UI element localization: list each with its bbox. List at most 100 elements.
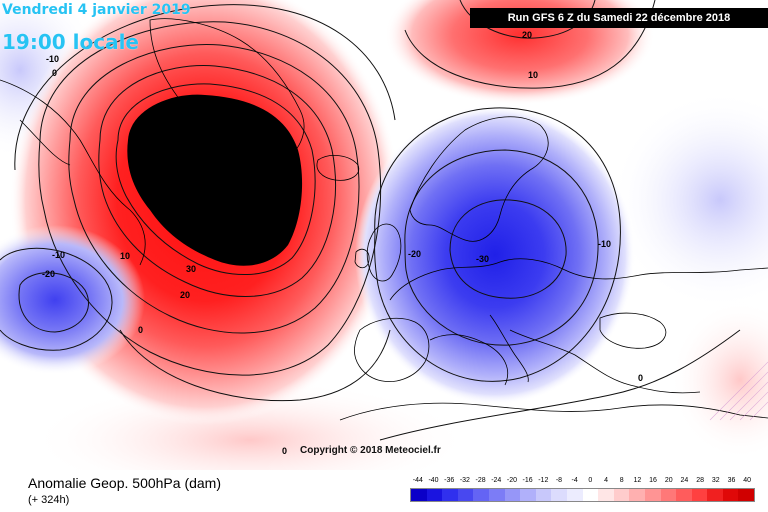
- coast-iberia: [354, 317, 430, 382]
- hatched-region: [709, 361, 768, 421]
- color-scale-labels: -44 -40 -36 -32 -28 -24 -20 -16 -12 -8 -4 0 4 8 12 16 20…: [410, 477, 755, 489]
- coast-black-sea: [599, 312, 667, 349]
- coast-scandinavia: [409, 116, 549, 242]
- legend-swatch: [442, 489, 458, 501]
- label-minus-30-europe: -30: [476, 254, 489, 264]
- contour-value-labels: 40 30 20 10 0 -10 -20 -10 0 20 10 -20 -3…: [42, 30, 643, 456]
- pale-red-southeast: [670, 300, 768, 460]
- label-minus-10-nw: -10: [46, 54, 59, 64]
- legend-swatch: [488, 489, 505, 501]
- contour-eu-minus-10: [374, 107, 621, 382]
- legend-swatch: [457, 489, 474, 501]
- legend-swatch: [520, 489, 536, 501]
- color-scale-bar: [410, 488, 755, 502]
- legend-scale-label: 16: [649, 477, 657, 484]
- legend-scale-label: 0: [588, 477, 593, 484]
- label-plus-20-north: 20: [522, 30, 532, 40]
- legend-swatch: [629, 489, 645, 501]
- legend-scale-label: -36: [444, 477, 455, 484]
- contour-high-40: [115, 83, 316, 276]
- contour-eu-minus-20: [404, 149, 599, 346]
- legend-scale-label: -44: [412, 477, 423, 484]
- legend-swatch: [582, 489, 599, 501]
- legend-scale-label: -32: [459, 477, 470, 484]
- european-low-anomaly: [355, 105, 635, 405]
- coast-greenland: [149, 18, 305, 165]
- legend-swatch: [613, 489, 630, 501]
- label-minus-20-europe: -20: [408, 249, 421, 259]
- coast-continent: [389, 258, 768, 301]
- label-minus-10-atlantic: -10: [52, 250, 65, 260]
- legend-scale-label: 12: [633, 477, 642, 484]
- legend-swatch: [722, 489, 739, 501]
- contour-high-20: [68, 43, 360, 334]
- coast-iceland: [316, 155, 360, 181]
- label-minus-20-atlantic: -20: [42, 269, 55, 279]
- legend-scale-label: 24: [680, 477, 689, 484]
- forecast-date: Vendredi 4 janvier 2019: [2, 2, 191, 18]
- legend-swatch: [473, 489, 489, 501]
- contour-zero-west: [14, 4, 396, 402]
- legend-scale-label: -24: [491, 477, 502, 484]
- label-plus-30: 30: [186, 264, 196, 274]
- label-zero-west: 0: [138, 325, 143, 335]
- model-run-banner: Run GFS 6 Z du Samedi 22 décembre 2018: [470, 8, 768, 28]
- legend-scale-label: 4: [604, 477, 608, 484]
- legend-swatch: [660, 489, 677, 501]
- coast-mediterranean: [429, 329, 701, 394]
- legend-scale-label: -16: [522, 477, 533, 484]
- legend-swatch: [504, 489, 521, 501]
- legend-swatch: [691, 489, 708, 501]
- legend-scale-label: 28: [696, 477, 705, 484]
- label-plus-40: 40: [186, 236, 196, 246]
- legend-scale-label: -20: [506, 477, 517, 484]
- legend-scale-label: -40: [428, 477, 439, 484]
- label-plus-10-west: 10: [120, 251, 130, 261]
- contour-lines: [0, 0, 741, 441]
- coast-british-isles: [354, 223, 402, 282]
- contour-w-minus-20: [18, 272, 90, 333]
- legend-scale-label: 20: [664, 477, 673, 484]
- legend-swatch: [738, 489, 755, 501]
- legend-scale-label: 8: [619, 477, 624, 484]
- label-zero-nw: 0: [52, 68, 57, 78]
- legend-scale-label: -8: [555, 477, 563, 484]
- atlantic-high-core: [127, 94, 303, 266]
- legend-title: Anomalie Geop. 500hPa (dam): [28, 475, 221, 491]
- legend-scale-label: -12: [538, 477, 549, 484]
- legend-swatch: [566, 489, 583, 501]
- legend-swatch: [535, 489, 552, 501]
- legend-swatch: [598, 489, 614, 501]
- legend-swatch: [411, 489, 427, 501]
- contour-high-30: [98, 65, 336, 297]
- legend-forecast-hour: (+ 324h): [28, 494, 70, 506]
- pale-blue-east: [610, 90, 768, 310]
- legend-swatch: [707, 489, 723, 501]
- legend-swatch: [551, 489, 567, 501]
- contour-eu-minus-30: [449, 199, 567, 299]
- forecast-time: 19:00 locale: [2, 30, 139, 54]
- western-low-anomaly: [0, 225, 145, 375]
- legend-swatch: [676, 489, 692, 501]
- legend-scale-label: -4: [571, 477, 578, 484]
- contour-zero-south: [379, 329, 741, 441]
- label-zero-south: 0: [638, 373, 643, 383]
- legend-scale-label: -28: [475, 477, 486, 484]
- contour-high-10: [38, 21, 381, 376]
- anomaly-map: 40 30 20 10 0 -10 -20 -10 0 20 10 -20 -3…: [0, 0, 768, 470]
- coast-italy: [489, 314, 529, 383]
- label-zero-bottom: 0: [282, 446, 287, 456]
- legend-swatch: [644, 489, 661, 501]
- coast-north-africa: [339, 402, 768, 421]
- contour-w-minus-10: [0, 247, 113, 351]
- label-minus-10-east: -10: [598, 239, 611, 249]
- label-plus-10-north: 10: [528, 70, 538, 80]
- contour-north-10: [404, 0, 656, 89]
- coast-canada: [0, 79, 146, 266]
- copyright-notice: Copyright © 2018 Meteociel.fr: [300, 445, 441, 456]
- legend-scale-label: 36: [727, 477, 736, 484]
- legend-scale-label: 40: [743, 477, 752, 484]
- legend-swatch: [426, 489, 443, 501]
- legend-scale-label: 32: [711, 477, 720, 484]
- coastlines: [0, 18, 768, 421]
